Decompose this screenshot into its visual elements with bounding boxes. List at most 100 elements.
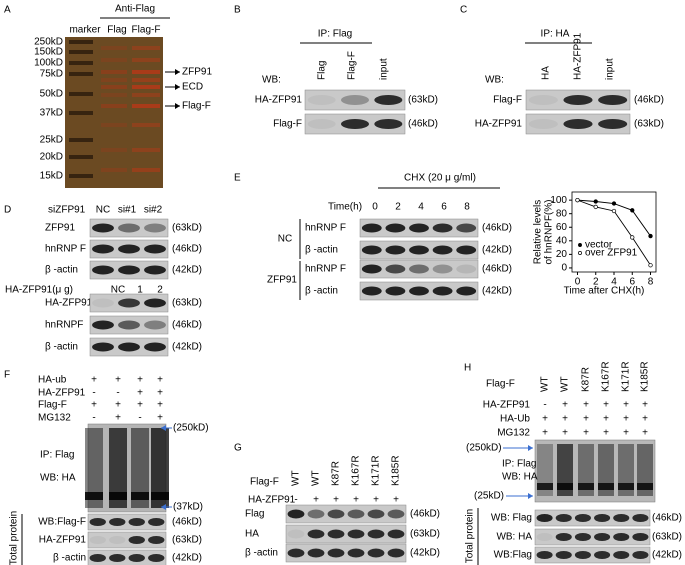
- band: [327, 548, 345, 558]
- group-label: ZFP91: [267, 275, 297, 286]
- row-label: β -actin: [45, 265, 78, 276]
- band: [409, 245, 429, 255]
- sign: +: [642, 414, 648, 425]
- band: [347, 529, 365, 539]
- band: [347, 548, 365, 558]
- point: [611, 208, 617, 214]
- row-label: WB: HA: [496, 532, 532, 543]
- condition-label: HA-ub: [38, 375, 67, 386]
- row-label: HA: [245, 529, 259, 540]
- sign: +: [623, 414, 629, 425]
- band: [101, 123, 127, 127]
- band: [69, 61, 93, 65]
- point: [648, 263, 653, 268]
- row-label: Flag-F: [273, 119, 302, 130]
- band: [361, 264, 382, 274]
- band: [613, 551, 630, 559]
- panel-letter: E: [234, 173, 241, 184]
- total-label: Total protein: [465, 509, 476, 563]
- sign: +: [333, 495, 339, 506]
- size-label: (63kD): [172, 223, 202, 234]
- band: [128, 536, 145, 544]
- lane-label: K185R: [640, 361, 651, 392]
- sign: +: [603, 400, 609, 411]
- band: [132, 85, 160, 89]
- sign: +: [115, 375, 121, 386]
- band: [367, 509, 385, 519]
- size-label: (46kD): [408, 119, 438, 130]
- band: [536, 533, 553, 541]
- sign: +: [603, 428, 609, 439]
- legend-marker: [578, 243, 582, 247]
- blot: [304, 89, 406, 111]
- sign: -: [138, 413, 141, 424]
- band: [118, 265, 140, 275]
- band: [132, 104, 160, 108]
- band: [555, 533, 572, 541]
- condition-label: MG132: [497, 428, 530, 439]
- band: [432, 245, 453, 255]
- sign: +: [583, 428, 589, 439]
- sign: +: [353, 495, 359, 506]
- lane-label: K167R: [601, 361, 612, 392]
- band: [92, 320, 114, 330]
- band: [594, 551, 611, 559]
- panel-letter: G: [234, 443, 242, 454]
- lane-label: NC: [96, 205, 110, 216]
- arrow-head: [161, 425, 166, 431]
- sign: +: [313, 495, 319, 506]
- band: [367, 529, 385, 539]
- band: [557, 483, 573, 490]
- panel-letter: A: [4, 5, 11, 16]
- arrow-head: [175, 103, 180, 109]
- x-tick-label: 0: [575, 277, 581, 288]
- band: [327, 509, 345, 519]
- point: [630, 208, 635, 213]
- sign: +: [115, 413, 121, 424]
- marker-label: 37kD: [40, 108, 63, 119]
- y-tick-label: 40: [556, 235, 568, 246]
- lane-label: marker: [69, 25, 101, 36]
- point: [611, 201, 617, 206]
- sign: +: [562, 414, 568, 425]
- time: 4: [418, 202, 424, 213]
- band: [367, 548, 385, 558]
- total-label: Total protein: [9, 511, 20, 565]
- band: [85, 492, 103, 500]
- band: [89, 536, 106, 544]
- panel-letter: D: [4, 205, 11, 216]
- arrow-head: [161, 504, 166, 510]
- band: [118, 342, 140, 352]
- band: [374, 95, 403, 105]
- row-label: HA-ZFP91: [45, 298, 93, 309]
- y-axis-label: Relative levels: [533, 200, 544, 264]
- size-label: (42kD): [172, 265, 202, 276]
- band: [361, 286, 382, 296]
- row-label: ZFP91: [45, 223, 75, 234]
- y-tick-label: 0: [561, 263, 567, 274]
- band: [374, 119, 403, 129]
- band: [361, 223, 382, 233]
- band: [385, 223, 406, 233]
- band: [528, 95, 558, 105]
- smear: [85, 428, 103, 508]
- group-label: HA-ZFP91(μ g): [5, 285, 73, 296]
- band: [69, 174, 93, 178]
- row-label: HA-ZFP91: [39, 535, 87, 546]
- smear: [109, 428, 127, 508]
- band: [598, 119, 628, 129]
- panel-letter: H: [464, 363, 471, 374]
- sign: +: [583, 400, 589, 411]
- band: [409, 264, 429, 274]
- sign: +: [623, 428, 629, 439]
- size-label: (63kD): [172, 298, 202, 309]
- condition-label: HA-ZFP91: [248, 495, 296, 506]
- row-label: Flag: [245, 509, 264, 520]
- band: [69, 72, 93, 76]
- band: [307, 119, 336, 129]
- lane-label: WT: [291, 470, 302, 486]
- lane-label: K167R: [351, 455, 362, 486]
- marker-label: 150kD: [34, 47, 63, 58]
- lane-label: Flag-F: [347, 51, 358, 80]
- lane-label: K185R: [391, 455, 402, 486]
